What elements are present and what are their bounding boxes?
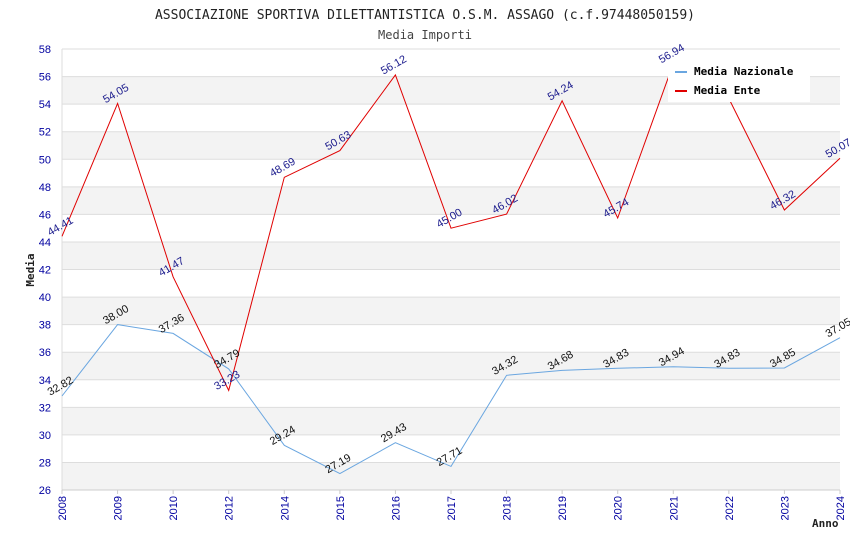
x-tick-label: 2020	[613, 496, 625, 520]
x-tick-label: 2018	[502, 496, 514, 520]
y-tick-label: 50	[39, 154, 51, 166]
y-tick-label: 32	[39, 402, 51, 414]
grid-band	[62, 186, 840, 215]
grid-band	[62, 241, 840, 270]
x-tick-label: 2019	[557, 496, 569, 520]
legend-box	[668, 60, 810, 102]
series-line-nazionale	[61, 324, 841, 475]
x-tick-label: 2023	[779, 496, 791, 520]
grid-band	[62, 324, 840, 353]
x-axis-ticks: 2008 2009 2010 2012 2014 2015 2016 2017 2018 2019…	[57, 490, 847, 520]
y-tick-label: 36	[39, 347, 51, 359]
x-tick-label: 2010	[168, 496, 180, 520]
y-tick-label: 48	[39, 182, 51, 194]
grid-band	[62, 407, 840, 435]
grid-bands	[61, 48, 840, 491]
legend-label-nazionale: Media Nazionale	[694, 65, 794, 78]
x-tick-label: 2012	[224, 496, 236, 520]
y-tick-label: 26	[39, 485, 51, 497]
grid-band	[62, 104, 840, 132]
y-tick-label: 58	[39, 44, 51, 56]
grid-band	[62, 352, 840, 380]
x-tick-label: 2022	[724, 496, 736, 520]
y-tick-label: 56	[39, 72, 51, 84]
x-tick-label: 2009	[113, 496, 125, 520]
x-tick-label: 2014	[279, 496, 291, 520]
y-tick-label: 28	[39, 457, 51, 469]
grid-band	[62, 269, 840, 298]
y-axis-ticks: 26 28 30 32 34 36 38 40 42 44 46 48 50 52 54 56 58	[39, 44, 51, 497]
x-tick-label: 2008	[57, 496, 69, 520]
grid-band	[62, 379, 840, 408]
x-tick-label: 2021	[668, 496, 680, 520]
x-tick-label: 2024	[835, 496, 847, 520]
y-tick-label: 52	[39, 127, 51, 139]
grid-band	[62, 297, 840, 325]
grid-band	[62, 131, 840, 160]
x-axis-label: Anno	[812, 517, 839, 530]
grid-band	[62, 434, 840, 463]
y-tick-label: 44	[39, 237, 51, 249]
x-tick-label: 2017	[446, 496, 458, 520]
y-tick-label: 42	[39, 265, 51, 277]
legend: Media Nazionale Media Ente	[668, 60, 810, 102]
y-tick-label: 46	[39, 209, 51, 221]
y-tick-label: 54	[39, 99, 51, 111]
x-tick-label: 2015	[335, 496, 347, 520]
chart-title: ASSOCIAZIONE SPORTIVA DILETTANTISTICA O.…	[155, 8, 695, 23]
y-axis-label: Media	[24, 253, 37, 286]
y-tick-label: 38	[39, 320, 51, 332]
x-tick-label: 2016	[390, 496, 402, 520]
y-tick-label: 40	[39, 292, 51, 304]
grid-band	[62, 462, 840, 490]
legend-label-ente: Media Ente	[694, 84, 761, 97]
y-tick-label: 34	[39, 375, 51, 387]
y-tick-label: 30	[39, 430, 51, 442]
grid-band	[62, 159, 840, 187]
chart-subtitle: Media Importi	[378, 28, 472, 42]
